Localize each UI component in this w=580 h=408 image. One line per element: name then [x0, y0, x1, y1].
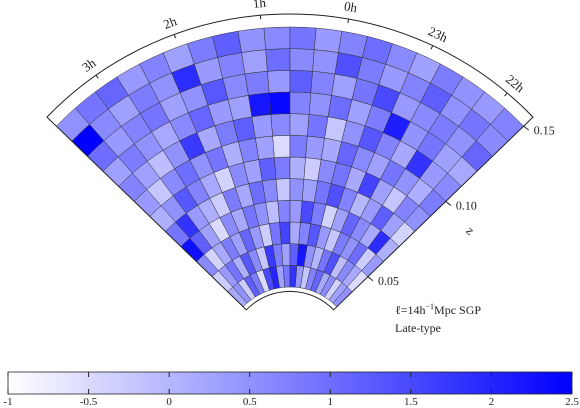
density-cell	[272, 135, 291, 158]
density-cell	[310, 70, 336, 96]
z-tick	[367, 276, 374, 282]
density-cell	[251, 114, 273, 139]
density-cell	[314, 27, 343, 53]
colorbar-tick-label: -1	[3, 396, 12, 408]
density-cell	[277, 200, 291, 223]
density-cell	[241, 49, 268, 75]
density-cell	[289, 48, 315, 72]
density-cell	[244, 70, 270, 96]
colorbar-tick-label: -0.5	[80, 396, 98, 408]
annotation: ℓ=14h−1Mpc SGP	[395, 302, 481, 317]
colorbar-tick-label: 0	[166, 396, 172, 408]
ra-tick	[173, 34, 177, 39]
z-tick	[523, 125, 529, 131]
ra-tick	[347, 19, 350, 24]
ra-tick	[430, 45, 434, 50]
density-cell	[308, 92, 332, 118]
colorbar	[7, 371, 573, 395]
density-cell	[289, 113, 310, 137]
z-tick-label: 0.05	[378, 274, 399, 288]
density-cell	[274, 156, 291, 180]
density-cell	[289, 91, 312, 115]
ra-tick	[504, 92, 508, 97]
sample-label: Late-type	[395, 321, 441, 335]
density-cell	[270, 113, 291, 137]
ra-tick-label: 23h	[426, 23, 450, 45]
z-axis-label: z	[463, 223, 478, 238]
density-cell	[312, 49, 339, 75]
density-cell	[265, 48, 291, 72]
density-cell	[289, 135, 308, 158]
density-cell	[275, 178, 291, 202]
density-cell	[268, 91, 291, 115]
ra-tick	[95, 74, 99, 79]
ra-tick-label: 1h	[252, 0, 267, 11]
density-cell	[289, 178, 305, 202]
density-cell	[289, 70, 313, 94]
colorbar-tick-label: 2	[489, 396, 495, 408]
density-cell	[248, 92, 272, 118]
density-cell	[289, 200, 303, 223]
density-cell	[212, 30, 242, 58]
density-cell	[281, 243, 291, 266]
wedge-frame	[46, 13, 534, 311]
density-cell	[255, 135, 275, 160]
ra-tick-label: 0h	[343, 0, 359, 15]
z-tick	[445, 201, 452, 206]
density-cell	[279, 221, 291, 245]
annotation-superscript: −1	[426, 302, 435, 311]
colorbar-tick-label: 0.5	[243, 396, 257, 408]
density-cell	[289, 26, 317, 50]
z-tick-label: 0.15	[534, 123, 555, 137]
annotation-part: ℓ=14h	[395, 303, 426, 317]
colorbar-tick-label: 2.5	[565, 396, 579, 408]
annotation-part: Mpc SGP	[434, 303, 481, 317]
z-tick-label: 0.10	[456, 198, 477, 212]
density-cell	[267, 70, 291, 94]
density-cell	[237, 27, 266, 53]
colorbar-tick-label: 1.5	[404, 396, 418, 408]
ra-tick-label: 2h	[161, 13, 179, 32]
density-cell	[263, 26, 291, 50]
ra-tick-label: 3h	[79, 55, 99, 75]
colorbar-tick-label: 1	[328, 396, 334, 408]
density-cell	[289, 156, 306, 180]
